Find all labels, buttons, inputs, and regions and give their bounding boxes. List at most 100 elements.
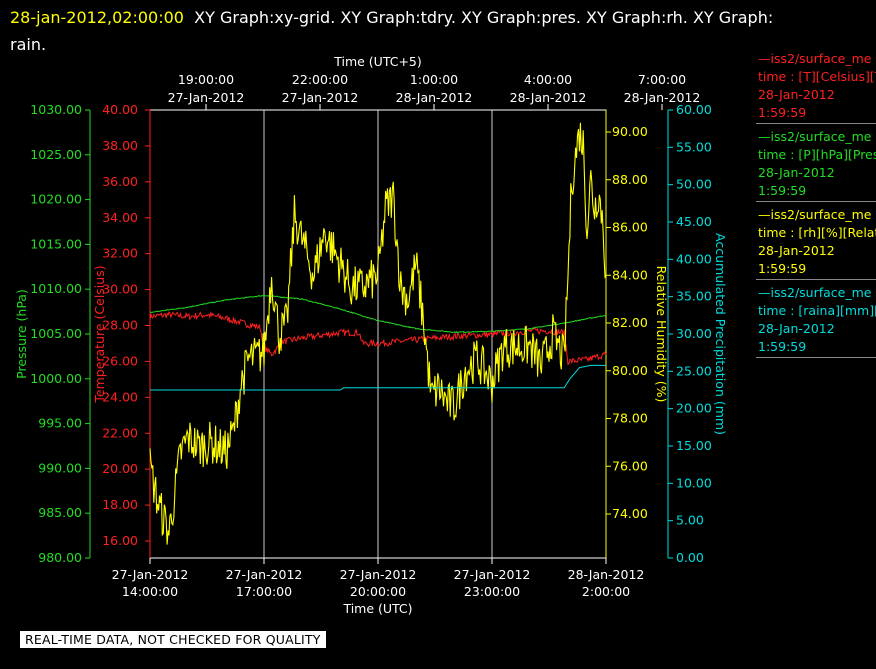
temperature-tick-label: 22.00 [102,425,138,440]
rh-tick-label: 84.00 [612,267,648,282]
rh-series-line [149,122,607,545]
pressure-tick-label: 985.00 [38,505,82,520]
x-tick-label-date: 27-Jan-2012 [340,567,417,582]
rh-tick-label: 74.00 [612,506,648,521]
x-tick-label-date: 28-Jan-2012 [568,567,645,582]
x-tick-label-time: 14:00:00 [122,584,178,599]
x-top-tick-label-date: 27-Jan-2012 [168,90,245,105]
rh-axis-title: Relative Humidity (%) [654,266,669,403]
temperature-tick-label: 24.00 [102,389,138,404]
x-top-tick-label-time: 22:00:00 [292,72,348,87]
legend-series-spec: time : [T][Celsius][T [758,69,876,84]
temperature-tick-label: 34.00 [102,210,138,225]
legend-series-spec: time : [P][hPa][Pres [758,147,876,162]
legend-series-name: —iss2/surface_me [758,129,872,144]
temperature-tick-label: 16.00 [102,533,138,548]
x-top-tick-label-date: 27-Jan-2012 [282,90,359,105]
precip-tick-label: 50.00 [676,177,712,192]
temperature-tick-label: 40.00 [102,102,138,117]
x-tick-label-time: 23:00:00 [464,584,520,599]
precip-tick-label: 5.00 [676,513,704,528]
x-tick-label-time: 17:00:00 [236,584,292,599]
graph-titles: XY Graph:xy-grid. XY Graph:tdry. XY Grap… [194,8,774,27]
pressure-tick-label: 995.00 [38,416,82,431]
legend-date: 28-Jan-2012 [758,321,835,336]
temperature-tick-label: 20.00 [102,461,138,476]
x-tick-label-date: 27-Jan-2012 [112,567,189,582]
precip-series-line [150,364,606,391]
precip-tick-label: 40.00 [676,251,712,266]
window-title: 28-jan-2012,02:00:00 XY Graph:xy-grid. X… [10,4,870,58]
x-top-tick-label-time: 4:00:00 [524,72,572,87]
pressure-tick-label: 1020.00 [30,192,82,207]
x-top-tick-label-date: 28-Jan-2012 [624,90,701,105]
x-tick-label-time: 20:00:00 [350,584,406,599]
legend-item-precip[interactable]: —iss2/surface_me time : [raina][mm][A 28… [756,280,876,358]
rh-tick-label: 86.00 [612,220,648,235]
timestamp: 28-jan-2012,02:00:00 [10,8,184,27]
legend-time: 1:59:59 [758,261,807,276]
precip-tick-label: 55.00 [676,139,712,154]
pressure-tick-label: 1015.00 [30,236,82,251]
temperature-tick-label: 28.00 [102,318,138,333]
x-axis-title: Time (UTC) [342,601,412,616]
temperature-tick-label: 36.00 [102,174,138,189]
legend-time: 1:59:59 [758,339,807,354]
precip-tick-label: 25.00 [676,363,712,378]
x-tick-label-date: 27-Jan-2012 [226,567,303,582]
x-top-tick-label-time: 19:00:00 [178,72,234,87]
temperature-series-line [149,310,607,366]
graph-titles-cont: rain. [10,35,47,54]
precip-tick-label: 0.00 [676,550,704,565]
x-top-axis-title: Time (UTC+5) [333,54,422,69]
legend-series-name: —iss2/surface_me [758,207,872,222]
temperature-tick-label: 30.00 [102,282,138,297]
temperature-tick-label: 26.00 [102,353,138,368]
legend-time: 1:59:59 [758,105,807,120]
pressure-tick-label: 990.00 [38,460,82,475]
precip-tick-label: 45.00 [676,214,712,229]
pressure-tick-label: 1010.00 [30,281,82,296]
legend-date: 28-Jan-2012 [758,87,835,102]
rh-tick-label: 90.00 [612,124,648,139]
rh-tick-label: 80.00 [612,363,648,378]
temperature-axis-title: Temperature (Celsius) [92,265,107,403]
precip-tick-label: 20.00 [676,401,712,416]
quality-banner: REAL-TIME DATA, NOT CHECKED FOR QUALITY [20,631,326,648]
legend-item-rh[interactable]: —iss2/surface_me time : [rh][%][Relati 2… [756,202,876,280]
precip-tick-label: 15.00 [676,438,712,453]
pressure-tick-label: 980.00 [38,550,82,565]
legend-date: 28-Jan-2012 [758,243,835,258]
x-tick-label-time: 2:00:00 [582,584,630,599]
precip-tick-label: 35.00 [676,289,712,304]
legend-series-spec: time : [raina][mm][A [758,303,876,318]
rh-tick-label: 82.00 [612,315,648,330]
legend-time: 1:59:59 [758,183,807,198]
precip-tick-label: 30.00 [676,326,712,341]
legend-item-temperature[interactable]: —iss2/surface_me time : [T][Celsius][T 2… [756,46,876,124]
pressure-series-line [149,295,607,334]
legend-series-name: —iss2/surface_me [758,285,872,300]
pressure-tick-label: 1030.00 [30,102,82,117]
legend-date: 28-Jan-2012 [758,165,835,180]
rh-tick-label: 78.00 [612,411,648,426]
x-tick-label-date: 27-Jan-2012 [454,567,531,582]
x-top-tick-label-date: 28-Jan-2012 [510,90,587,105]
x-top-tick-label-time: 1:00:00 [410,72,458,87]
legend-item-pressure[interactable]: —iss2/surface_me time : [P][hPa][Pres 28… [756,124,876,202]
legend-series-name: —iss2/surface_me [758,51,872,66]
pressure-tick-label: 1000.00 [30,371,82,386]
precip-tick-label: 60.00 [676,102,712,117]
temperature-tick-label: 32.00 [102,246,138,261]
rh-tick-label: 88.00 [612,172,648,187]
temperature-tick-label: 38.00 [102,138,138,153]
precip-axis-title: Accumulated Precipitation (mm) [713,233,728,435]
x-top-tick-label-time: 7:00:00 [638,72,686,87]
rh-tick-label: 76.00 [612,458,648,473]
temperature-tick-label: 18.00 [102,497,138,512]
legend: —iss2/surface_me time : [T][Celsius][T 2… [756,46,876,358]
legend-series-spec: time : [rh][%][Relati [758,225,876,240]
pressure-tick-label: 1005.00 [30,326,82,341]
x-top-tick-label-date: 28-Jan-2012 [396,90,473,105]
